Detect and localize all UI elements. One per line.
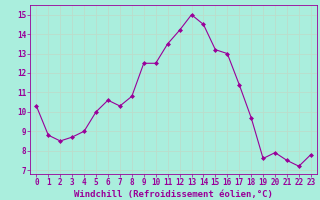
X-axis label: Windchill (Refroidissement éolien,°C): Windchill (Refroidissement éolien,°C) xyxy=(74,190,273,199)
